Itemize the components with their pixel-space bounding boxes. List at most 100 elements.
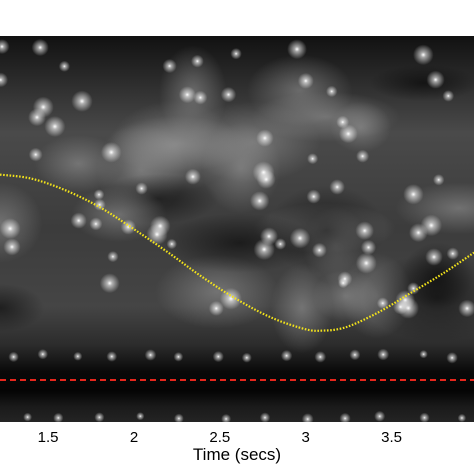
speckle — [393, 299, 409, 315]
speckle — [44, 116, 66, 137]
speckle — [107, 251, 119, 263]
speckle — [0, 72, 8, 88]
speckle — [446, 247, 459, 260]
speckle — [338, 124, 358, 144]
speckle — [413, 44, 434, 66]
speckle — [336, 115, 350, 129]
speckle — [208, 300, 224, 316]
speckle — [136, 412, 145, 421]
speckle — [376, 297, 389, 310]
speckle — [419, 412, 430, 422]
texture-blob — [251, 91, 400, 142]
x-tick-label: 3 — [302, 429, 310, 446]
spectrogram-background — [0, 36, 474, 422]
speckle — [144, 349, 157, 361]
speckle — [0, 39, 10, 55]
speckle — [174, 413, 184, 422]
speckle — [191, 54, 204, 68]
speckle — [166, 238, 177, 250]
speckle — [212, 351, 224, 363]
speckle — [230, 48, 242, 60]
x-axis-title: Time (secs) — [193, 445, 281, 464]
speckle — [426, 70, 445, 89]
speckle — [419, 350, 428, 359]
speckle — [307, 153, 319, 165]
x-tick-label: 2 — [130, 429, 138, 446]
texture-blob — [0, 283, 45, 333]
speckle — [3, 238, 21, 256]
speckle — [409, 223, 428, 243]
speckle — [28, 147, 43, 162]
speckle — [89, 217, 103, 231]
speckle — [162, 58, 177, 74]
speckle — [314, 351, 327, 363]
speckle — [8, 351, 19, 363]
speckle — [23, 412, 32, 422]
speckle — [0, 218, 21, 239]
speckle — [287, 39, 307, 60]
speckle — [425, 248, 443, 266]
speckle — [457, 413, 467, 422]
texture-blob — [34, 134, 123, 193]
speckle — [250, 191, 270, 211]
speckle — [53, 412, 64, 422]
speckle — [329, 179, 345, 195]
speckle — [221, 413, 232, 422]
texture-blob — [362, 253, 474, 343]
texture-blob — [162, 213, 317, 273]
speckle — [301, 413, 314, 422]
speckle — [442, 90, 455, 102]
yellow-dotted-curve — [0, 173, 474, 332]
speckle — [94, 412, 105, 422]
speckle — [289, 227, 311, 249]
speckle — [297, 72, 314, 89]
speckle — [101, 142, 122, 163]
speckle — [260, 227, 278, 246]
speckle — [193, 90, 208, 105]
texture-blob — [369, 65, 474, 102]
speckle — [93, 198, 106, 211]
speckle — [407, 282, 420, 295]
speckle — [73, 351, 83, 361]
speckle — [70, 212, 87, 229]
speckle — [326, 85, 338, 98]
speckle — [306, 189, 321, 204]
speckle — [446, 352, 458, 364]
speckle — [355, 252, 377, 274]
speckle — [280, 350, 293, 362]
speckle — [146, 223, 168, 246]
speckle — [106, 351, 118, 362]
speckle — [433, 174, 445, 186]
speckle — [31, 38, 49, 57]
speckle — [458, 299, 474, 318]
speckle — [241, 352, 252, 363]
speckle — [37, 349, 48, 360]
speckle — [274, 238, 287, 250]
speckle — [120, 219, 136, 235]
speckle — [338, 277, 349, 289]
x-tick-label: 2.5 — [209, 429, 230, 446]
x-tick-label: 3.5 — [381, 429, 402, 446]
speckle — [220, 86, 237, 103]
x-tick-label: 1.5 — [38, 429, 59, 446]
speckle — [178, 86, 196, 104]
speckle — [252, 161, 275, 184]
speckle — [374, 410, 386, 422]
speckle — [135, 182, 148, 195]
speckle — [356, 149, 370, 163]
texture-blob — [155, 254, 279, 329]
speckle — [403, 184, 424, 205]
speckle — [355, 221, 375, 240]
speckle — [256, 129, 274, 147]
speckle — [58, 60, 70, 72]
speckle — [93, 189, 105, 200]
speckle — [184, 168, 201, 185]
speckle — [71, 90, 93, 112]
speckle — [99, 273, 120, 294]
speckle — [349, 349, 361, 361]
speckle — [32, 96, 54, 118]
texture-blob — [270, 263, 333, 354]
speckle — [312, 242, 327, 258]
speckle — [220, 287, 242, 310]
